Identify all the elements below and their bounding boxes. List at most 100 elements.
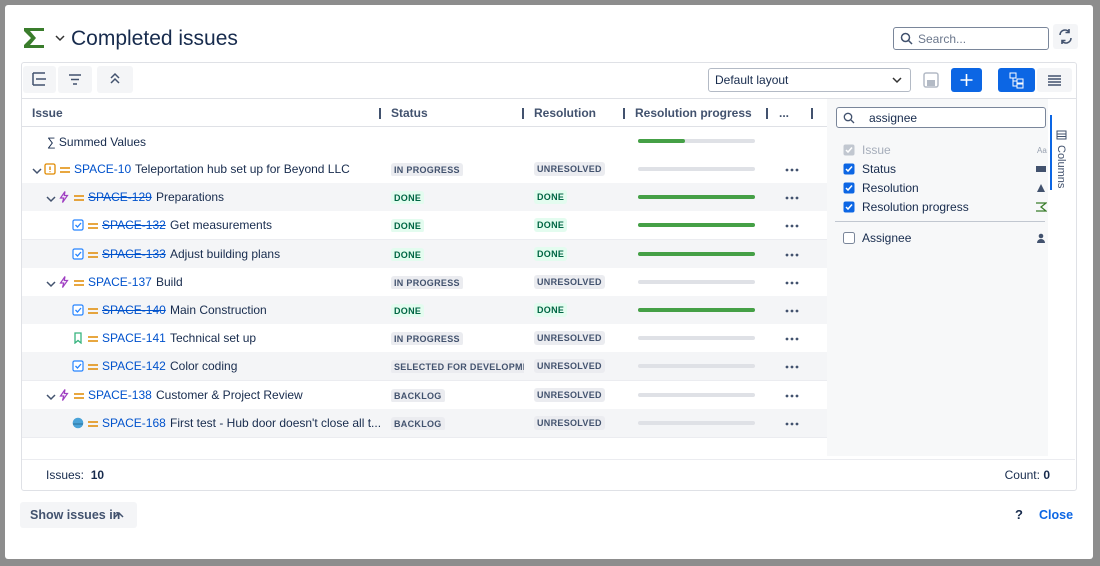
priority-icon [88, 220, 98, 230]
issue-row[interactable]: SPACE-129 Preparations DONE DONE [22, 183, 827, 213]
row-actions[interactable] [785, 417, 799, 426]
issue-key[interactable]: SPACE-142 [102, 359, 166, 374]
resolution-lozenge: UNRESOLVED [534, 359, 605, 374]
status-lozenge: IN PROGRESS [391, 162, 524, 176]
row-actions[interactable] [785, 332, 799, 341]
expand-toggle[interactable] [46, 277, 56, 287]
columns-tab-label[interactable]: Columns [1055, 145, 1067, 189]
list-view-button[interactable] [1037, 68, 1072, 92]
resolution-lozenge: DONE [534, 303, 568, 317]
column-header: ... [779, 106, 790, 120]
issue-type-icon [44, 163, 56, 175]
close-button[interactable]: Close [1039, 508, 1074, 522]
priority-icon [88, 418, 98, 428]
hierarchy-button[interactable] [23, 66, 56, 93]
row-actions[interactable] [785, 276, 799, 285]
issue-key[interactable]: SPACE-168 [102, 415, 166, 430]
issue-type-icon [72, 332, 84, 345]
issue-summary: Main Construction [170, 303, 267, 317]
issue-summary: Customer & Project Review [156, 387, 303, 402]
layout-select[interactable]: Default layout [708, 68, 911, 92]
column-option-label: Resolution [862, 181, 919, 195]
filter-button[interactable] [58, 66, 92, 93]
column-checkbox[interactable] [843, 201, 855, 213]
expand-toggle[interactable] [32, 164, 42, 175]
row-actions[interactable] [785, 163, 799, 172]
issue-key[interactable]: SPACE-10 [74, 162, 132, 176]
issues-label: Issues: [46, 468, 85, 482]
issue-row[interactable]: SPACE-133 Adjust building plans DONE DONE [22, 239, 827, 269]
status-text: BACKLOG [391, 416, 445, 430]
columns-panel: assignee Issue Aa Status Resolution Resoluti… [827, 99, 1048, 456]
help-button[interactable]: ? [1015, 507, 1023, 522]
column-checkbox[interactable] [843, 163, 855, 175]
issue-row[interactable]: SPACE-142 Color coding SELECTED FOR DEVELO… [22, 352, 827, 382]
issue-summary: Adjust building plans [170, 246, 281, 261]
issue-key[interactable]: SPACE-137 [88, 274, 152, 289]
column-type-icon [1035, 201, 1048, 213]
issue-key[interactable]: SPACE-140 [102, 303, 166, 317]
collapse-button[interactable] [97, 66, 133, 93]
status-text: IN PROGRESS [391, 332, 463, 346]
issue-row[interactable]: SPACE-168 First test - Hub door doesn't c… [22, 408, 827, 438]
progress-track [638, 279, 755, 284]
column-search[interactable]: assignee [836, 107, 1046, 128]
issue-row[interactable]: SPACE-138 Customer & Project Review BACKLO… [22, 380, 827, 410]
column-checkbox[interactable] [843, 232, 855, 244]
column-type-icon [1035, 182, 1047, 194]
column-checkbox [843, 144, 855, 156]
show-issues-label: Show issues in [30, 508, 121, 522]
issue-key[interactable]: SPACE-132 [102, 218, 166, 233]
save-icon[interactable] [921, 70, 941, 90]
column-type-icon [1035, 232, 1047, 244]
status-text: IN PROGRESS [391, 163, 463, 176]
priority-icon [74, 277, 84, 287]
issue-key[interactable]: SPACE-138 [88, 387, 152, 402]
status-text: DONE [391, 191, 425, 205]
resolution-lozenge: DONE [534, 218, 568, 233]
app-menu-chevron[interactable] [55, 34, 65, 42]
count-label: Count: [1004, 468, 1040, 482]
expand-toggle[interactable] [46, 192, 56, 203]
column-separator [379, 108, 381, 119]
row-actions[interactable] [785, 219, 799, 228]
dialog: Completed issues Search... Default layou… [5, 5, 1093, 559]
add-button[interactable] [951, 68, 982, 92]
structure-panel: Default layout [21, 62, 1077, 491]
row-actions[interactable] [785, 360, 799, 369]
issue-type-icon [58, 275, 70, 288]
issue-row[interactable]: SPACE-10 Teleportation hub set up for Bey… [22, 155, 827, 184]
issue-key[interactable]: SPACE-129 [88, 190, 152, 205]
tree-view-button[interactable] [998, 68, 1035, 92]
show-issues-button[interactable]: Show issues in [20, 502, 137, 528]
progress-fill [638, 195, 755, 200]
row-actions[interactable] [785, 304, 799, 313]
issue-type-icon [72, 417, 84, 429]
resolution-lozenge: UNRESOLVED [534, 274, 605, 289]
row-actions[interactable] [785, 191, 799, 200]
issue-key[interactable]: SPACE-141 [102, 331, 166, 346]
column-type-icon [1035, 163, 1047, 175]
expand-toggle[interactable] [46, 390, 56, 400]
resolution-lozenge: UNRESOLVED [534, 162, 605, 176]
issue-type-icon [72, 219, 84, 231]
issue-summary: Technical set up [170, 331, 257, 346]
issue-row[interactable]: SPACE-141 Technical set up IN PROGRESS UNRE… [22, 324, 827, 354]
priority-icon [88, 305, 98, 315]
status-lozenge: DONE [391, 218, 524, 233]
issue-summary: First test - Hub door doesn't close all … [170, 415, 382, 430]
issue-row[interactable]: SPACE-140 Main Construction DONE DONE [22, 296, 827, 325]
row-actions[interactable] [785, 389, 799, 397]
column-checkbox[interactable] [843, 182, 855, 194]
issue-key[interactable]: SPACE-133 [102, 246, 166, 261]
progress-fill [638, 308, 755, 312]
columns-tab-indicator [1050, 115, 1052, 190]
refresh-button[interactable] [1053, 24, 1078, 49]
row-actions[interactable] [785, 248, 799, 256]
resolution-lozenge: UNRESOLVED [534, 415, 605, 430]
search-box[interactable]: Search... [893, 27, 1049, 50]
issue-row[interactable]: SPACE-137 Build IN PROGRESS UNRESOLVED [22, 267, 827, 297]
issue-row[interactable]: SPACE-132 Get measurements DONE DONE [22, 211, 827, 241]
svg-text:Aa: Aa [1037, 146, 1047, 155]
progress-track [638, 251, 755, 256]
